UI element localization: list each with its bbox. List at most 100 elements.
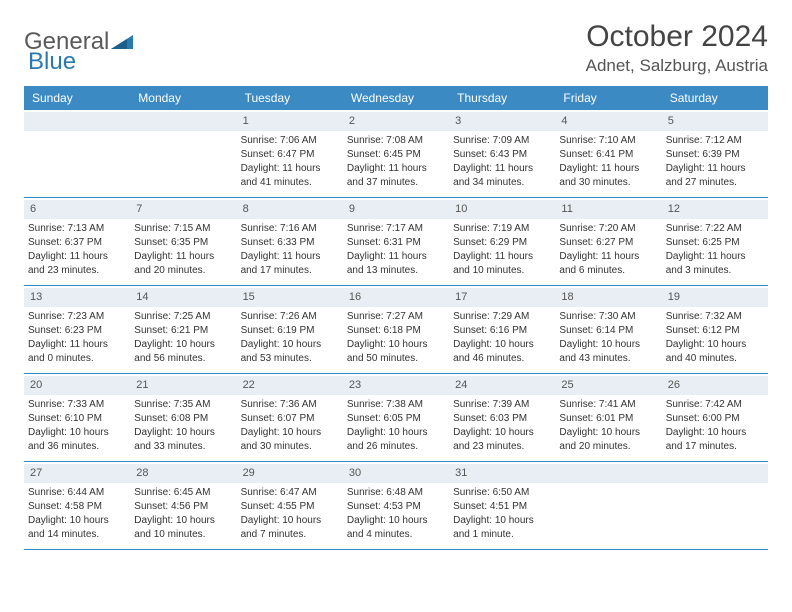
- sunrise-line: Sunrise: 7:39 AM: [453, 398, 551, 412]
- daylight-line: Daylight: 11 hours and 13 minutes.: [347, 250, 445, 278]
- sunrise-line: Sunrise: 7:20 AM: [559, 222, 657, 236]
- daylight-line: Daylight: 10 hours and 7 minutes.: [241, 514, 339, 542]
- sunset-line: Sunset: 6:08 PM: [134, 412, 232, 426]
- sunrise-line: Sunrise: 6:45 AM: [134, 486, 232, 500]
- sunrise-line: Sunrise: 7:42 AM: [666, 398, 764, 412]
- daylight-line: Daylight: 10 hours and 30 minutes.: [241, 426, 339, 454]
- day-cell: 15Sunrise: 7:26 AMSunset: 6:19 PMDayligh…: [237, 286, 343, 373]
- day-cell: 30Sunrise: 6:48 AMSunset: 4:53 PMDayligh…: [343, 462, 449, 549]
- day-cell: 26Sunrise: 7:42 AMSunset: 6:00 PMDayligh…: [662, 374, 768, 461]
- day-cell: 17Sunrise: 7:29 AMSunset: 6:16 PMDayligh…: [449, 286, 555, 373]
- day-cell: 12Sunrise: 7:22 AMSunset: 6:25 PMDayligh…: [662, 198, 768, 285]
- sunrise-line: Sunrise: 7:32 AM: [666, 310, 764, 324]
- title-block: October 2024 Adnet, Salzburg, Austria: [586, 20, 768, 76]
- sunrise-line: Sunrise: 7:13 AM: [28, 222, 126, 236]
- weekday-header-cell: Wednesday: [343, 86, 449, 110]
- day-number: 11: [555, 200, 661, 219]
- day-number: 20: [24, 376, 130, 395]
- weekday-header-cell: Sunday: [24, 86, 130, 110]
- month-title: October 2024: [586, 20, 768, 54]
- day-number: 30: [343, 464, 449, 483]
- sunrise-line: Sunrise: 6:44 AM: [28, 486, 126, 500]
- sunset-line: Sunset: 6:01 PM: [559, 412, 657, 426]
- daylight-line: Daylight: 10 hours and 20 minutes.: [559, 426, 657, 454]
- sunset-line: Sunset: 6:27 PM: [559, 236, 657, 250]
- day-cell: 24Sunrise: 7:39 AMSunset: 6:03 PMDayligh…: [449, 374, 555, 461]
- day-cell: [24, 110, 130, 197]
- day-cell: 27 Sunrise: 6:44 AMSunset: 4:58 PMDayligh…: [24, 462, 130, 549]
- sunset-line: Sunset: 4:58 PM: [28, 500, 126, 514]
- day-number: 5: [662, 112, 768, 131]
- sunset-line: Sunset: 6:45 PM: [347, 148, 445, 162]
- day-number: 8: [237, 200, 343, 219]
- sunrise-line: Sunrise: 7:17 AM: [347, 222, 445, 236]
- day-cell: 28Sunrise: 6:45 AMSunset: 4:56 PMDayligh…: [130, 462, 236, 549]
- daylight-line: Daylight: 10 hours and 56 minutes.: [134, 338, 232, 366]
- day-cell: 29Sunrise: 6:47 AMSunset: 4:55 PMDayligh…: [237, 462, 343, 549]
- day-cell: [555, 462, 661, 549]
- day-number: 27: [24, 464, 130, 483]
- daylight-line: Daylight: 10 hours and 10 minutes.: [134, 514, 232, 542]
- sunrise-line: Sunrise: 7:16 AM: [241, 222, 339, 236]
- sunrise-line: Sunrise: 7:25 AM: [134, 310, 232, 324]
- sunrise-line: Sunrise: 7:10 AM: [559, 134, 657, 148]
- daylight-line: Daylight: 10 hours and 50 minutes.: [347, 338, 445, 366]
- daylight-line: Daylight: 11 hours and 37 minutes.: [347, 162, 445, 190]
- day-number: 17: [449, 288, 555, 307]
- day-cell: 3Sunrise: 7:09 AMSunset: 6:43 PMDaylight…: [449, 110, 555, 197]
- day-cell: 25Sunrise: 7:41 AMSunset: 6:01 PMDayligh…: [555, 374, 661, 461]
- sunset-line: Sunset: 6:14 PM: [559, 324, 657, 338]
- location-subtitle: Adnet, Salzburg, Austria: [586, 56, 768, 76]
- sunset-line: Sunset: 6:31 PM: [347, 236, 445, 250]
- day-cell: 31Sunrise: 6:50 AMSunset: 4:51 PMDayligh…: [449, 462, 555, 549]
- sunset-line: Sunset: 6:35 PM: [134, 236, 232, 250]
- daylight-line: Daylight: 10 hours and 26 minutes.: [347, 426, 445, 454]
- day-number: 19: [662, 288, 768, 307]
- sunrise-line: Sunrise: 7:27 AM: [347, 310, 445, 324]
- sunset-line: Sunset: 6:16 PM: [453, 324, 551, 338]
- day-cell: 23Sunrise: 7:38 AMSunset: 6:05 PMDayligh…: [343, 374, 449, 461]
- daylight-line: Daylight: 11 hours and 34 minutes.: [453, 162, 551, 190]
- sunrise-line: Sunrise: 7:33 AM: [28, 398, 126, 412]
- day-number: 3: [449, 112, 555, 131]
- day-number: 28: [130, 464, 236, 483]
- day-number: 16: [343, 288, 449, 307]
- day-cell: 16Sunrise: 7:27 AMSunset: 6:18 PMDayligh…: [343, 286, 449, 373]
- daylight-line: Daylight: 10 hours and 1 minute.: [453, 514, 551, 542]
- weekday-header-cell: Friday: [555, 86, 661, 110]
- day-cell: 18Sunrise: 7:30 AMSunset: 6:14 PMDayligh…: [555, 286, 661, 373]
- sunrise-line: Sunrise: 7:15 AM: [134, 222, 232, 236]
- day-cell: 2Sunrise: 7:08 AMSunset: 6:45 PMDaylight…: [343, 110, 449, 197]
- day-number: 1: [237, 112, 343, 131]
- sunrise-line: Sunrise: 7:08 AM: [347, 134, 445, 148]
- daylight-line: Daylight: 11 hours and 6 minutes.: [559, 250, 657, 278]
- weekday-header-cell: Monday: [130, 86, 236, 110]
- day-cell: 10Sunrise: 7:19 AMSunset: 6:29 PMDayligh…: [449, 198, 555, 285]
- day-number: 4: [555, 112, 661, 131]
- day-number: 10: [449, 200, 555, 219]
- sunrise-line: Sunrise: 7:23 AM: [28, 310, 126, 324]
- day-number: 23: [343, 376, 449, 395]
- weekday-header-cell: Thursday: [449, 86, 555, 110]
- daylight-line: Daylight: 10 hours and 14 minutes.: [28, 514, 126, 542]
- day-cell: 1Sunrise: 7:06 AMSunset: 6:47 PMDaylight…: [237, 110, 343, 197]
- sunset-line: Sunset: 4:53 PM: [347, 500, 445, 514]
- sunrise-line: Sunrise: 7:36 AM: [241, 398, 339, 412]
- day-number: 24: [449, 376, 555, 395]
- sunrise-line: Sunrise: 6:48 AM: [347, 486, 445, 500]
- day-cell: 13Sunrise: 7:23 AMSunset: 6:23 PMDayligh…: [24, 286, 130, 373]
- day-number-empty: [130, 112, 236, 131]
- daylight-line: Daylight: 11 hours and 27 minutes.: [666, 162, 764, 190]
- daylight-line: Daylight: 11 hours and 41 minutes.: [241, 162, 339, 190]
- daylight-line: Daylight: 10 hours and 53 minutes.: [241, 338, 339, 366]
- weekday-header-row: SundayMondayTuesdayWednesdayThursdayFrid…: [24, 86, 768, 110]
- day-number: 26: [662, 376, 768, 395]
- logo-triangle-icon: [111, 28, 133, 56]
- sunrise-line: Sunrise: 7:09 AM: [453, 134, 551, 148]
- calendar-grid: SundayMondayTuesdayWednesdayThursdayFrid…: [24, 86, 768, 550]
- daylight-line: Daylight: 11 hours and 30 minutes.: [559, 162, 657, 190]
- day-cell: 11 Sunrise: 7:20 AMSunset: 6:27 PMDayligh…: [555, 198, 661, 285]
- sunrise-line: Sunrise: 7:30 AM: [559, 310, 657, 324]
- sunset-line: Sunset: 6:12 PM: [666, 324, 764, 338]
- sunrise-line: Sunrise: 7:06 AM: [241, 134, 339, 148]
